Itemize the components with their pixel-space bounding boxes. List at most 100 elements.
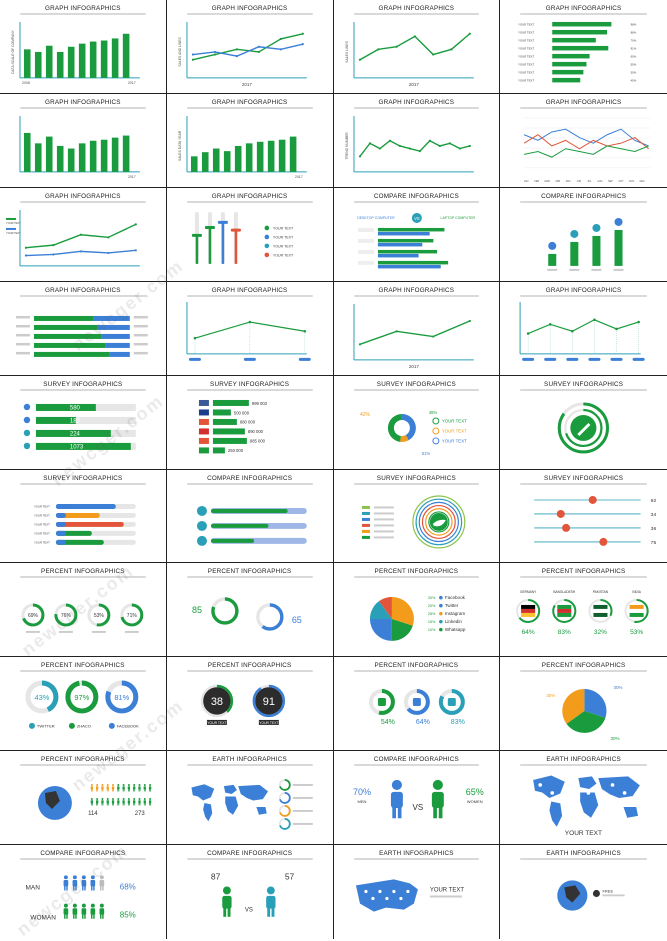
vs-label: VS xyxy=(414,216,420,221)
series-point xyxy=(394,329,398,333)
right-figure-leg xyxy=(271,907,275,917)
person-icon-body xyxy=(127,800,131,804)
x-label-pill xyxy=(188,357,201,361)
flag-icon xyxy=(198,409,209,416)
infographic-panel: GRAPH INFOGRAPHICS YOUR TEXT 98% YOUR TEXT 8… xyxy=(500,0,667,94)
panel-subtitle-placeholder xyxy=(520,200,647,203)
panel-title: COMPARE INFOGRAPHICS xyxy=(373,756,459,764)
percent-ring-arc xyxy=(438,689,465,716)
panel-title: SURVEY INFOGRAPHICS xyxy=(210,380,290,388)
flag-stripe xyxy=(521,605,536,610)
bar-value: 250 000 xyxy=(228,448,244,453)
person-icon-leg xyxy=(96,803,97,806)
series-line xyxy=(359,33,470,61)
percent-ring-arc xyxy=(65,680,99,714)
legend-dot xyxy=(264,243,269,249)
person-icon-head xyxy=(149,798,152,801)
globe-continent xyxy=(564,885,581,903)
x-tick-label: 2017 xyxy=(128,81,136,85)
y-axis-label: SALES LINES xyxy=(344,40,348,62)
series-line xyxy=(524,134,650,150)
bar xyxy=(570,241,579,266)
person-icon-leg xyxy=(149,789,150,792)
infographic-panel: PERCENT INFOGRAPHICS 30% 30% 30% xyxy=(500,657,667,752)
panel-graphic: 30% Facebook 20% Twitter 25% Instagram 15% Link… xyxy=(369,595,465,642)
infographic-panel: SURVEY INFOGRAPHICS 580 183 224 1073 xyxy=(0,375,167,470)
person-icon-leg xyxy=(90,803,92,806)
series-point xyxy=(301,43,304,46)
country-name: INDIA xyxy=(633,590,642,594)
person-icon-head xyxy=(127,784,130,787)
panel-subtitle-placeholder xyxy=(520,670,647,673)
ring-value: 83% xyxy=(450,719,464,726)
person-icon-head xyxy=(112,784,115,787)
man-figure-head xyxy=(391,780,402,791)
compare-bar xyxy=(377,264,441,269)
bar-value: 60% xyxy=(631,54,637,58)
pie-slice xyxy=(584,689,607,719)
men-value: 70% xyxy=(352,787,370,797)
pie-slice xyxy=(562,689,585,725)
panel-title: PERCENT INFOGRAPHICS xyxy=(41,568,125,576)
row-value xyxy=(133,315,148,319)
percent-ring-arc xyxy=(200,685,233,718)
twitter-icon xyxy=(432,519,446,526)
pie-slice xyxy=(566,711,606,734)
person-icon-leg xyxy=(138,789,140,792)
ring-caption: ZHACO xyxy=(77,724,91,729)
series-line xyxy=(192,33,303,61)
bar-fill xyxy=(212,399,249,406)
left-figure-leg xyxy=(223,907,226,917)
series-point xyxy=(398,144,401,147)
concentric-ring xyxy=(424,507,453,536)
person-icon-head xyxy=(112,798,115,801)
series-point xyxy=(637,320,641,324)
panel-title: PERCENT INFOGRAPHICS xyxy=(41,662,125,670)
legend-label: YOUR TEXT xyxy=(441,428,466,433)
panel-title: GRAPH INFOGRAPHICS xyxy=(45,192,121,200)
woman-icon-head xyxy=(90,903,95,908)
panel-graphic xyxy=(558,402,610,454)
x-label-pill xyxy=(632,357,645,361)
woman-icon-body xyxy=(72,908,78,915)
person-icon-leg xyxy=(123,789,125,792)
x-tick-label: FEB xyxy=(535,180,540,183)
bar xyxy=(78,143,86,172)
percent-ring-arc xyxy=(87,603,111,627)
infographic-panel: EARTH INFOGRAPHICS YOUR TEXT xyxy=(333,845,501,939)
slider-fill xyxy=(208,227,211,264)
compare-right-label: LAPTOP COMPUTER xyxy=(440,216,475,220)
infographic-panel: COMPARE INFOGRAPHICS xyxy=(500,187,667,282)
world-landmass xyxy=(549,801,563,827)
person-icon-head xyxy=(90,784,93,787)
infographic-panel: COMPARE INFOGRAPHICS 87 VS 57 xyxy=(166,845,334,939)
panel-graphic: SALES LINES 2017 xyxy=(344,21,474,87)
hbar xyxy=(552,45,609,51)
man-icon-head xyxy=(90,875,95,880)
legend-dot xyxy=(438,612,443,616)
person-icon-body xyxy=(111,786,115,790)
woman-icon-body xyxy=(81,908,87,915)
series-point xyxy=(358,58,361,61)
row-label: YOUR TEXT xyxy=(34,531,50,535)
legend-text xyxy=(373,517,394,520)
donut-label: 42% xyxy=(359,412,370,418)
man-icon-body xyxy=(81,880,87,887)
series-point xyxy=(368,142,371,145)
person-icon-leg xyxy=(134,803,136,806)
country-name: BANGLADESH xyxy=(554,590,577,594)
infographic-panel: GRAPH INFOGRAPHICS DATA SCALE OF COMPANY 2… xyxy=(0,0,167,94)
country-ring-arc xyxy=(516,599,541,624)
panel-title: PERCENT INFOGRAPHICS xyxy=(207,662,292,670)
concentric-ring xyxy=(421,504,456,539)
panel-title: COMPARE INFOGRAPHICS xyxy=(373,192,459,200)
legend-dot xyxy=(438,620,443,624)
bar-fill xyxy=(210,538,254,543)
man-icon-leg xyxy=(100,886,102,891)
caption-pill xyxy=(206,720,227,726)
map-caption: YOUR TEXT xyxy=(565,830,602,837)
bar-segment xyxy=(109,351,130,357)
compare-bar xyxy=(377,227,444,232)
world-landmass xyxy=(237,785,268,801)
flag-stripe xyxy=(521,609,536,614)
